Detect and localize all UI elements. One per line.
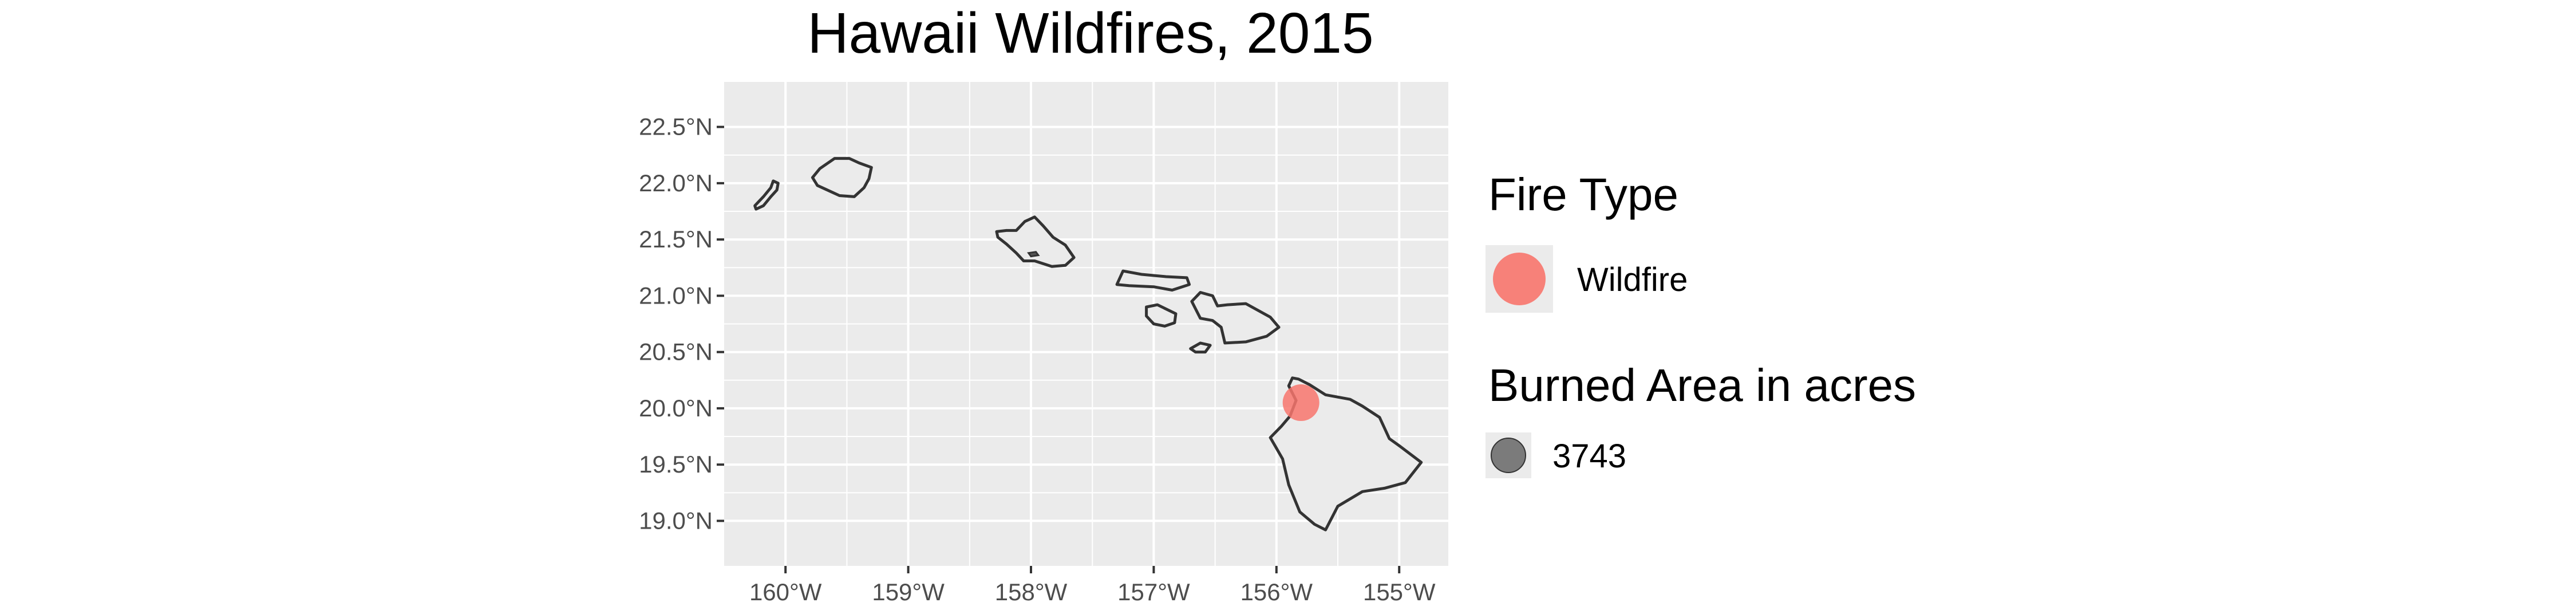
fire-point	[1282, 384, 1319, 422]
legend-fire-type-title: Fire Type	[1488, 169, 1678, 220]
y-tick-label: 20.5°N	[639, 339, 713, 365]
x-tick-label: 159°W	[872, 578, 945, 605]
lanai-outline	[1145, 303, 1178, 328]
y-tick-label: 21.0°N	[639, 282, 713, 309]
fire-points	[1282, 384, 1319, 422]
y-tick-label: 19.5°N	[639, 451, 713, 478]
x-axis: 160°W 159°W 158°W 157°W 156°W 155°W	[749, 566, 1436, 605]
y-tick-label: 22.5°N	[639, 113, 713, 140]
kauai-outline	[811, 157, 873, 198]
chart-title: Hawaii Wildfires, 2015	[807, 1, 1373, 65]
legend-size-label: 3743	[1552, 438, 1626, 475]
x-tick-label: 160°W	[749, 578, 822, 605]
y-tick-label: 22.0°N	[639, 170, 713, 196]
y-tick-label: 19.0°N	[639, 507, 713, 534]
x-tick-label: 155°W	[1363, 578, 1436, 605]
x-tick-label: 157°W	[1117, 578, 1190, 605]
x-tick-label: 156°W	[1240, 578, 1313, 605]
niihau-outline	[753, 179, 780, 211]
legend-burned-area-title: Burned Area in acres	[1488, 360, 1916, 411]
pearl-harbor-inlet	[1027, 251, 1040, 258]
legend-key-size	[1491, 438, 1526, 473]
x-tick-label: 158°W	[995, 578, 1068, 605]
legend: Fire Type Wildfire Burned Area in acres …	[1485, 169, 1916, 478]
y-axis: 19.0°N 19.5°N 20.0°N 20.5°N 21.0°N 21.5°N 22.0…	[639, 113, 724, 534]
maui-outline	[1190, 291, 1281, 345]
kahoolawe-outline	[1189, 341, 1212, 354]
legend-key-wildfire	[1493, 253, 1546, 305]
y-tick-label: 21.5°N	[639, 226, 713, 253]
legend-wildfire-label: Wildfire	[1577, 261, 1688, 298]
y-tick-label: 20.0°N	[639, 395, 713, 422]
oahu-outline	[995, 215, 1076, 268]
molokai-outline	[1115, 269, 1191, 292]
